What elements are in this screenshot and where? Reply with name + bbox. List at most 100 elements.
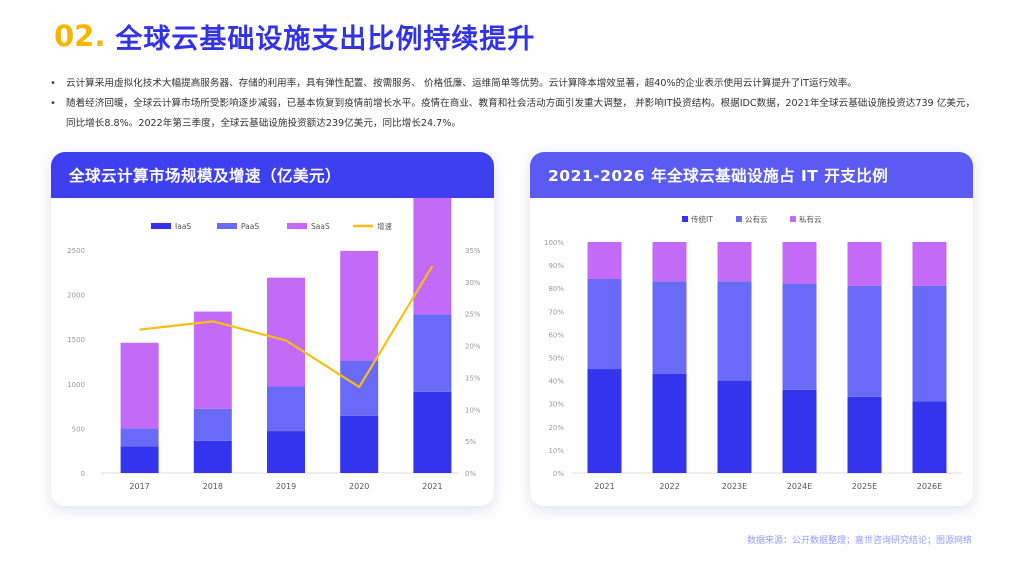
bar-segment <box>847 396 882 473</box>
bar-segment <box>847 285 882 397</box>
y-tick-label: 0% <box>553 470 564 478</box>
y2-tick-label: 20% <box>465 343 481 351</box>
bullet-dot: • <box>50 78 56 89</box>
y-tick-label: 60% <box>548 331 564 339</box>
it-spend-card: 2021-2026 年全球云基础设施占 IT 开支比例 0% 10% 20% 30% 4… <box>530 152 973 506</box>
y2-tick-label: 30% <box>465 279 481 287</box>
legend-swatch <box>790 216 796 222</box>
legend-label: IaaS <box>175 222 191 231</box>
bar-paas <box>193 408 232 441</box>
legend-swatch <box>151 223 171 229</box>
bar-segment <box>717 242 752 282</box>
bar-segment <box>782 242 817 284</box>
x-tick-label: 2026E <box>917 482 942 491</box>
page-title-row: 02. 全球云基础设施支出比例持续提升 <box>54 14 535 58</box>
bar-paas <box>267 386 305 432</box>
y-tick-label: 100% <box>544 239 564 247</box>
intro-bullets: • 云计算采用虚拟化技术大幅提高服务器、存储的利用率，具有弹性配置、按需服务、 … <box>50 74 980 134</box>
bar-paas <box>120 428 159 447</box>
bullet-item: • 随着经济回暖，全球云计算市场所受影响逐步减弱，已基本恢复到疫情前增长水平。疫… <box>50 94 980 134</box>
x-tick-label: 2022 <box>659 482 679 491</box>
x-tick-label: 2019 <box>276 482 296 491</box>
bar-segment <box>587 278 622 370</box>
y-tick-label: 1000 <box>67 381 85 389</box>
bullet-dot: • <box>50 98 56 109</box>
legend-swatch <box>682 216 688 222</box>
bar-segment <box>717 281 752 381</box>
market-size-card: 全球云计算市场规模及增速（亿美元） 0 500 1000 1500 2000 2500 0%… <box>51 152 494 506</box>
section-number: 02. <box>54 19 106 53</box>
bar-segment <box>782 389 817 473</box>
bar-segment <box>587 242 622 279</box>
y-tick-label: 0 <box>81 470 85 478</box>
bar-paas <box>413 314 452 392</box>
y-tick-label: 2000 <box>67 292 85 300</box>
bar-saas <box>340 250 379 361</box>
bar-segment <box>912 285 947 402</box>
y-tick-label: 500 <box>72 425 85 433</box>
bar-iaas <box>267 431 305 473</box>
bar-saas <box>267 277 305 387</box>
bullet-item: • 云计算采用虚拟化技术大幅提高服务器、存储的利用率，具有弹性配置、按需服务、 … <box>50 74 980 94</box>
legend-label: 私有云 <box>799 214 822 224</box>
y2-tick-label: 25% <box>465 311 481 319</box>
market-size-chart-title: 全球云计算市场规模及增速（亿美元） <box>51 152 494 198</box>
y2-tick-label: 35% <box>465 247 481 255</box>
y-tick-label: 10% <box>548 447 564 455</box>
legend-label: 传统IT <box>691 214 713 224</box>
bar-segment <box>587 369 622 473</box>
bar-segment <box>847 242 882 286</box>
y-tick-label: 80% <box>548 285 564 293</box>
bar-segment <box>912 242 947 286</box>
y2-tick-label: 0% <box>465 470 476 478</box>
legend-swatch <box>287 223 307 229</box>
bar-paas <box>340 360 379 416</box>
it-spend-chart-body: 0% 10% 20% 30% 40% 50% 60% 70% 80% 90% 100% 2021 202… <box>530 198 973 506</box>
legend-label: 增速 <box>377 221 392 231</box>
bar-iaas <box>120 446 159 473</box>
data-source-note: 数据来源：公开数据整理；嘉世咨询研究结论；图源网络 <box>746 536 972 546</box>
y-tick-label: 50% <box>548 355 564 363</box>
x-tick-label: 2021 <box>594 482 614 491</box>
bar-segment <box>652 281 687 374</box>
bullet-text: 云计算采用虚拟化技术大幅提高服务器、存储的利用率，具有弹性配置、按需服务、 价格… <box>66 78 857 89</box>
bar-saas <box>120 342 159 429</box>
x-tick-label: 2021 <box>422 482 442 491</box>
x-tick-label: 2017 <box>129 482 149 491</box>
bar-segment <box>782 283 817 390</box>
legend-label: PaaS <box>241 222 259 231</box>
it-spend-chart: 0% 10% 20% 30% 40% 50% 60% 70% 80% 90% 100% 2021 202… <box>544 214 962 491</box>
y-tick-label: 2500 <box>67 247 85 255</box>
x-tick-label: 2018 <box>203 482 223 491</box>
x-tick-label: 2024E <box>787 482 812 491</box>
y-tick-label: 70% <box>548 308 564 316</box>
bar-segment <box>652 242 687 282</box>
bar-segment <box>717 380 752 473</box>
y2-tick-label: 10% <box>465 406 481 414</box>
y2-tick-label: 5% <box>465 438 476 446</box>
legend-label: 公有云 <box>745 214 768 224</box>
legend-swatch <box>736 216 742 222</box>
x-tick-label: 2025E <box>852 482 877 491</box>
growth-line <box>139 265 434 389</box>
y-tick-label: 30% <box>548 401 564 409</box>
page-title: 全球云基础设施支出比例持续提升 <box>115 23 536 55</box>
bar-segment <box>912 401 947 473</box>
bar-iaas <box>340 415 379 473</box>
legend-label: SaaS <box>311 222 330 231</box>
y-tick-label: 90% <box>548 262 564 270</box>
x-tick-label: 2020 <box>349 482 369 491</box>
bar-saas <box>413 198 452 315</box>
x-tick-label: 2023E <box>722 482 747 491</box>
legend-swatch <box>217 223 237 229</box>
y-tick-label: 1500 <box>67 336 85 344</box>
it-spend-chart-title: 2021-2026 年全球云基础设施占 IT 开支比例 <box>530 152 973 198</box>
bar-iaas <box>413 391 452 473</box>
y-tick-label: 20% <box>548 424 564 432</box>
bullet-text: 随着经济回暖，全球云计算市场所受影响逐步减弱，已基本恢复到疫情前增长水平。疫情在… <box>66 98 976 129</box>
y2-tick-label: 15% <box>465 374 481 382</box>
market-size-chart: 0 500 1000 1500 2000 2500 0% 5% 10% 15% 20% 25% 30% 3… <box>67 198 481 491</box>
y-tick-label: 40% <box>548 378 564 386</box>
bar-iaas <box>193 440 232 473</box>
bar-saas <box>193 311 232 409</box>
